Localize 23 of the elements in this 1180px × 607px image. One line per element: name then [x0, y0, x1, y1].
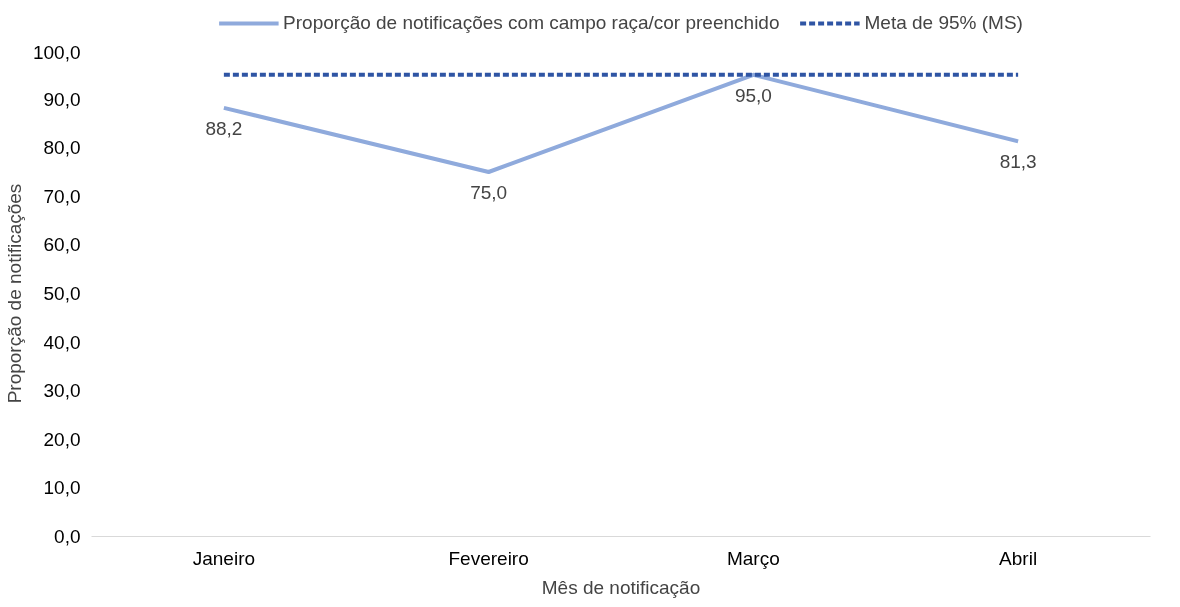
y-tick-label: 70,0: [43, 185, 81, 207]
data-label: 95,0: [734, 84, 772, 106]
x-tick-label: Janeiro: [192, 547, 256, 569]
y-tick-label: 90,0: [43, 88, 81, 110]
y-axis-title: Proporção de notificações: [3, 183, 25, 404]
x-tick-label: Março: [726, 547, 780, 569]
legend-label: Proporção de notificações com campo raça/cor preenchido: [283, 11, 780, 34]
y-tick-label: 20,0: [43, 428, 81, 450]
y-tick-label: 10,0: [43, 477, 81, 499]
y-tick-label: 100,0: [32, 41, 81, 63]
data-label: 75,0: [470, 182, 508, 203]
x-tick-label: Abril: [999, 547, 1038, 569]
y-tick-label: 0,0: [54, 526, 81, 547]
y-tick-label: 50,0: [43, 283, 81, 304]
data-label: 81,3: [999, 151, 1037, 173]
x-tick-label: Fevereiro: [448, 547, 529, 569]
y-tick-label: 60,0: [43, 234, 81, 256]
legend-label: Meta de 95% (MS): [864, 11, 1023, 34]
y-tick-label: 30,0: [43, 380, 81, 402]
y-tick-label: 80,0: [43, 137, 81, 159]
y-tick-label: 40,0: [43, 331, 81, 353]
data-label: 88,2: [205, 117, 243, 139]
x-axis-title: Mês de notificação: [541, 576, 701, 598]
